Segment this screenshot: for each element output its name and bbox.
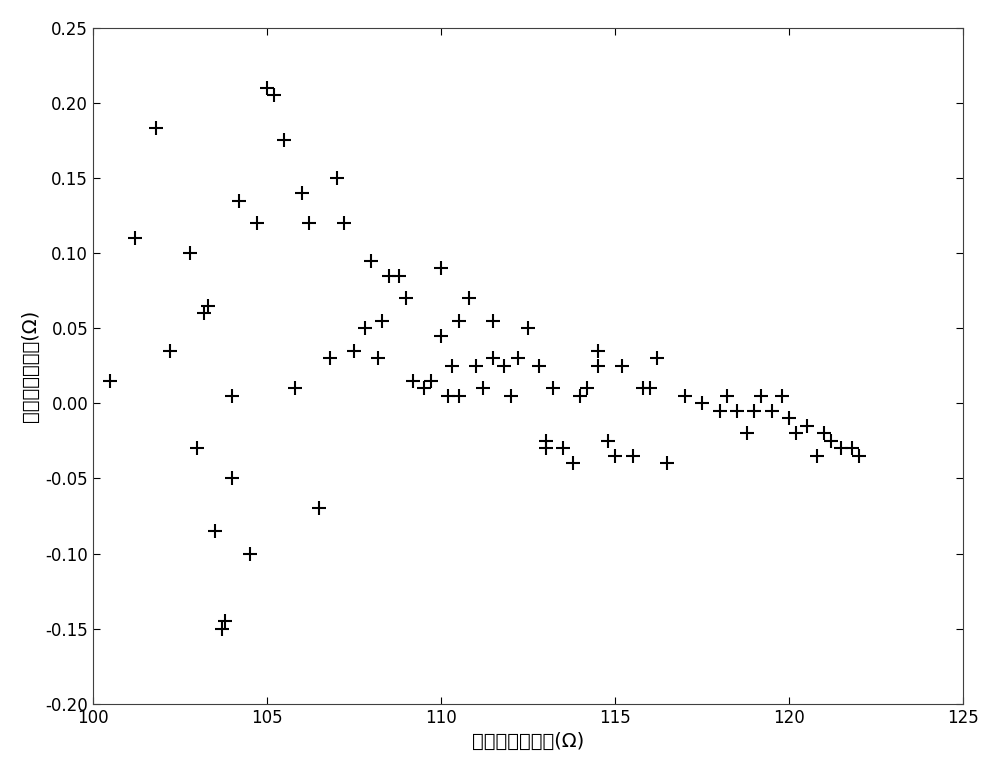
Point	[788, 427, 804, 439]
Point	[485, 352, 501, 364]
Point	[538, 442, 554, 455]
Point	[433, 330, 449, 342]
Point	[182, 247, 198, 259]
X-axis label: 输出电阔期望値(Ω): 输出电阔期望値(Ω)	[472, 732, 584, 751]
Point	[746, 405, 762, 417]
Point	[614, 360, 630, 372]
Point	[329, 172, 345, 185]
Point	[774, 390, 790, 402]
Point	[391, 269, 407, 282]
Point	[266, 90, 282, 102]
Point	[719, 390, 735, 402]
Point	[694, 397, 710, 409]
Point	[579, 382, 595, 394]
Point	[823, 435, 839, 447]
Point	[189, 442, 205, 455]
Point	[600, 435, 616, 447]
Point	[363, 255, 379, 267]
Point	[545, 382, 561, 394]
Point	[781, 412, 797, 425]
Point	[659, 457, 675, 469]
Point	[677, 390, 693, 402]
Point	[739, 427, 755, 439]
Point	[461, 292, 477, 304]
Point	[287, 382, 303, 394]
Point	[322, 352, 338, 364]
Point	[712, 405, 728, 417]
Point	[565, 457, 581, 469]
Point	[162, 344, 178, 357]
Point	[127, 232, 143, 244]
Point	[102, 374, 118, 387]
Point	[249, 217, 265, 229]
Point	[405, 374, 421, 387]
Point	[416, 382, 432, 394]
Point	[503, 390, 519, 402]
Point	[496, 360, 512, 372]
Point	[242, 547, 258, 560]
Point	[729, 405, 745, 417]
Point	[370, 352, 386, 364]
Point	[642, 382, 658, 394]
Point	[440, 390, 456, 402]
Point	[816, 427, 832, 439]
Point	[423, 374, 439, 387]
Point	[336, 217, 352, 229]
Point	[259, 82, 275, 94]
Point	[531, 360, 547, 372]
Point	[538, 435, 554, 447]
Point	[625, 450, 641, 462]
Point	[214, 622, 230, 635]
Point	[590, 360, 606, 372]
Point	[294, 187, 310, 199]
Point	[520, 322, 536, 334]
Point	[444, 360, 460, 372]
Point	[851, 450, 867, 462]
Point	[148, 122, 164, 134]
Point	[510, 352, 526, 364]
Point	[357, 322, 373, 334]
Point	[764, 405, 780, 417]
Point	[833, 442, 849, 455]
Point	[374, 314, 390, 327]
Point	[224, 472, 240, 485]
Point	[346, 344, 362, 357]
Point	[207, 525, 223, 537]
Point	[433, 262, 449, 274]
Point	[468, 360, 484, 372]
Point	[809, 450, 825, 462]
Point	[276, 134, 292, 147]
Point	[607, 450, 623, 462]
Point	[224, 390, 240, 402]
Point	[555, 442, 571, 455]
Point	[196, 307, 212, 320]
Point	[844, 442, 860, 455]
Point	[231, 195, 247, 207]
Point	[753, 390, 769, 402]
Point	[485, 314, 501, 327]
Point	[200, 300, 216, 312]
Point	[590, 344, 606, 357]
Point	[381, 269, 397, 282]
Point	[475, 382, 491, 394]
Y-axis label: 输出电阔误差値(Ω): 输出电阔误差値(Ω)	[21, 310, 40, 422]
Point	[635, 382, 651, 394]
Point	[451, 390, 467, 402]
Point	[398, 292, 414, 304]
Point	[799, 420, 815, 432]
Point	[649, 352, 665, 364]
Point	[572, 390, 588, 402]
Point	[451, 314, 467, 327]
Point	[217, 615, 233, 628]
Point	[301, 217, 317, 229]
Point	[311, 503, 327, 515]
